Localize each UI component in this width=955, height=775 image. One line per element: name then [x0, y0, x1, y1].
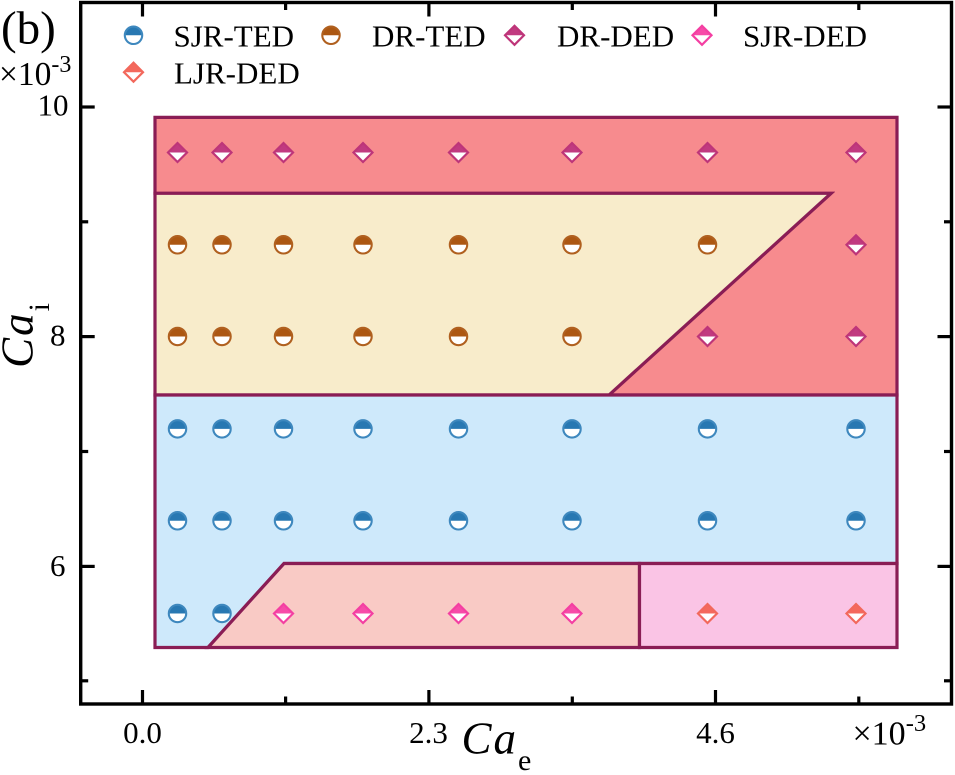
svg-text:SJR-DED: SJR-DED: [743, 19, 867, 54]
svg-text:8: 8: [50, 318, 66, 353]
svg-text:6: 6: [50, 548, 66, 583]
svg-text:DR-TED: DR-TED: [372, 19, 486, 54]
svg-text:(b): (b): [1, 2, 56, 54]
svg-text:0.0: 0.0: [123, 715, 162, 750]
svg-text:DR-DED: DR-DED: [557, 19, 674, 54]
svg-text:10: 10: [38, 88, 69, 123]
svg-text:SJR-TED: SJR-TED: [174, 19, 295, 54]
svg-text:4.6: 4.6: [696, 715, 735, 750]
svg-text:LJR-DED: LJR-DED: [174, 55, 300, 90]
svg-text:2.3: 2.3: [409, 715, 448, 750]
